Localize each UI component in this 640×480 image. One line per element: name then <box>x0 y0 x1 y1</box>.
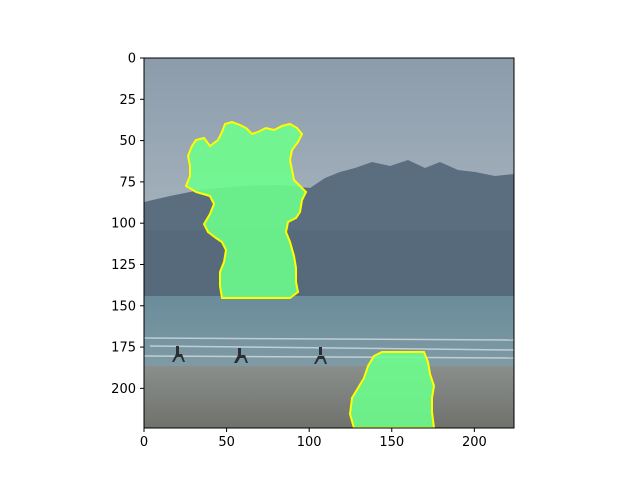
y-tick-label: 25 <box>119 93 136 108</box>
x-tick-label: 200 <box>462 435 487 450</box>
x-tick-label: 150 <box>379 435 404 450</box>
horse-rider <box>314 347 327 364</box>
x-tick-label: 0 <box>140 435 148 450</box>
y-tick-label: 50 <box>119 134 136 149</box>
y-tick-label: 100 <box>111 217 136 232</box>
sea <box>144 296 514 366</box>
x-tick-label: 50 <box>218 435 235 450</box>
mask-region-lower <box>348 351 436 428</box>
x-axis: 0 50 100 150 200 <box>140 428 487 450</box>
y-axis: 0 25 50 75 100 125 150 175 200 <box>111 52 144 397</box>
y-tick-label: 175 <box>111 341 136 356</box>
y-tick-label: 75 <box>119 175 136 190</box>
sand <box>144 366 514 428</box>
horse-rider <box>234 348 248 363</box>
y-tick-label: 150 <box>111 299 136 314</box>
photo <box>144 58 514 428</box>
y-tick-label: 200 <box>111 382 136 397</box>
x-tick-label: 100 <box>297 435 322 450</box>
y-tick-label: 0 <box>128 52 136 67</box>
y-tick-label: 125 <box>111 258 136 273</box>
surf-lines <box>144 337 514 359</box>
horse-rider <box>172 346 185 362</box>
hill-band <box>144 230 514 296</box>
axes-frame <box>143 57 515 429</box>
mask-region-upper <box>184 120 308 299</box>
